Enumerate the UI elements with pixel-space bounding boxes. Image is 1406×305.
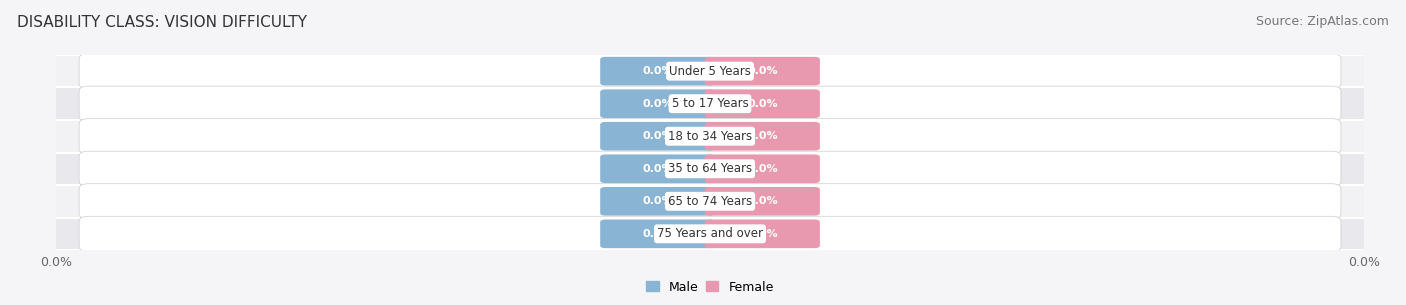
Text: 18 to 34 Years: 18 to 34 Years <box>668 130 752 143</box>
Text: 35 to 64 Years: 35 to 64 Years <box>668 162 752 175</box>
Legend: Male, Female: Male, Female <box>641 275 779 299</box>
Text: 0.0%: 0.0% <box>643 99 673 109</box>
FancyBboxPatch shape <box>600 220 716 248</box>
FancyBboxPatch shape <box>600 89 716 118</box>
FancyBboxPatch shape <box>704 154 820 183</box>
Text: DISABILITY CLASS: VISION DIFFICULTY: DISABILITY CLASS: VISION DIFFICULTY <box>17 15 307 30</box>
Text: 0.0%: 0.0% <box>747 229 778 239</box>
Text: 0.0%: 0.0% <box>643 164 673 174</box>
FancyBboxPatch shape <box>704 89 820 118</box>
FancyBboxPatch shape <box>79 151 1341 186</box>
Text: 0.0%: 0.0% <box>643 131 673 141</box>
FancyBboxPatch shape <box>600 154 716 183</box>
Text: 65 to 74 Years: 65 to 74 Years <box>668 195 752 208</box>
FancyBboxPatch shape <box>704 187 820 216</box>
Text: 75 Years and over: 75 Years and over <box>657 227 763 240</box>
Text: 0.0%: 0.0% <box>643 229 673 239</box>
Bar <box>56 120 1364 152</box>
FancyBboxPatch shape <box>79 86 1341 121</box>
Text: 0.0%: 0.0% <box>747 99 778 109</box>
Text: 0.0%: 0.0% <box>643 66 673 76</box>
Bar <box>56 55 1364 88</box>
Text: 0.0%: 0.0% <box>747 131 778 141</box>
FancyBboxPatch shape <box>704 220 820 248</box>
FancyBboxPatch shape <box>600 57 716 85</box>
FancyBboxPatch shape <box>704 122 820 151</box>
FancyBboxPatch shape <box>600 122 716 151</box>
FancyBboxPatch shape <box>704 57 820 85</box>
FancyBboxPatch shape <box>600 187 716 216</box>
Bar <box>56 185 1364 217</box>
FancyBboxPatch shape <box>79 119 1341 154</box>
Bar <box>56 217 1364 250</box>
Text: Source: ZipAtlas.com: Source: ZipAtlas.com <box>1256 15 1389 28</box>
Bar <box>56 152 1364 185</box>
Text: Under 5 Years: Under 5 Years <box>669 65 751 78</box>
FancyBboxPatch shape <box>79 216 1341 251</box>
Text: 0.0%: 0.0% <box>747 164 778 174</box>
Text: 0.0%: 0.0% <box>747 66 778 76</box>
Bar <box>56 88 1364 120</box>
Text: 0.0%: 0.0% <box>643 196 673 206</box>
Text: 5 to 17 Years: 5 to 17 Years <box>672 97 748 110</box>
FancyBboxPatch shape <box>79 184 1341 219</box>
Text: 0.0%: 0.0% <box>747 196 778 206</box>
FancyBboxPatch shape <box>79 54 1341 89</box>
